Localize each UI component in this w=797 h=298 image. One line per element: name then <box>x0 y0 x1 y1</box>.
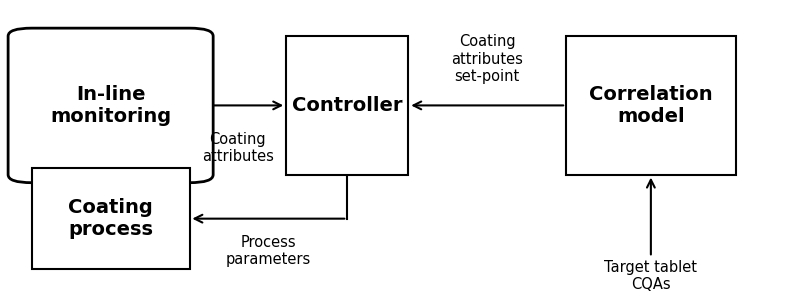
FancyBboxPatch shape <box>566 36 736 175</box>
Text: Process
parameters: Process parameters <box>226 235 311 267</box>
FancyBboxPatch shape <box>8 28 213 183</box>
Text: Controller: Controller <box>292 96 402 115</box>
Text: Coating
process: Coating process <box>68 198 153 239</box>
FancyBboxPatch shape <box>32 168 190 269</box>
FancyBboxPatch shape <box>286 36 408 175</box>
Text: Coating
attributes
set-point: Coating attributes set-point <box>451 34 523 84</box>
Text: Target tablet
CQAs: Target tablet CQAs <box>604 260 697 292</box>
Text: Correlation
model: Correlation model <box>589 85 713 126</box>
Text: Coating
attributes: Coating attributes <box>202 132 273 164</box>
Text: In-line
monitoring: In-line monitoring <box>50 85 171 126</box>
